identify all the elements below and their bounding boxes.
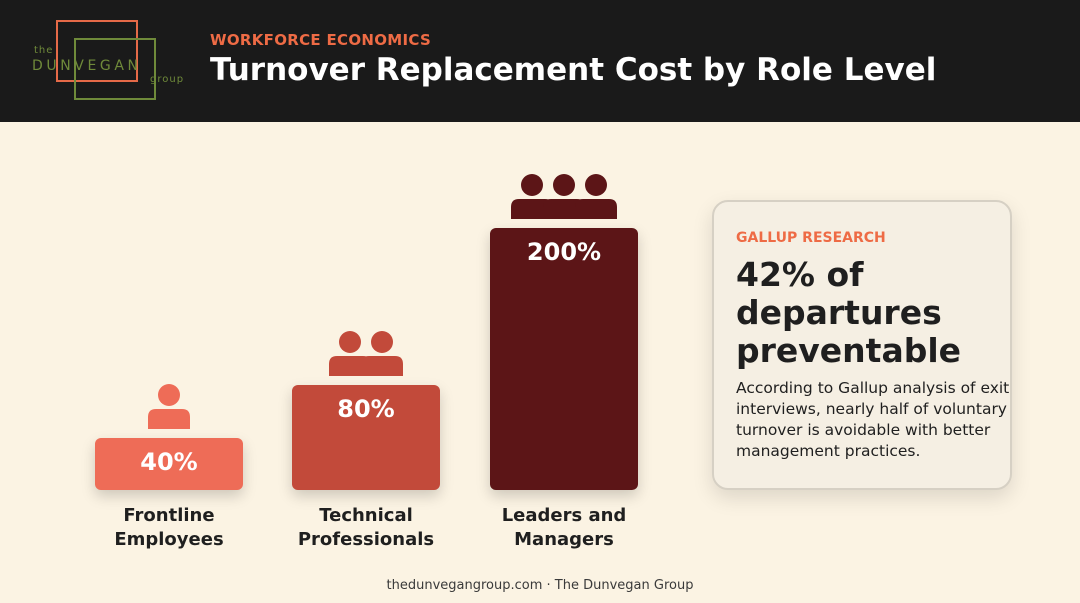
category-label-line: Leaders and: [501, 505, 627, 526]
category-label-line: Employees: [114, 529, 224, 550]
logo-name-text: DUNVEGAN: [32, 58, 142, 74]
category-label-line: Professionals: [297, 529, 435, 550]
people-icon-3: [511, 174, 617, 219]
category-label-3: Leaders and Managers: [474, 504, 654, 552]
logo-orange-square: [56, 20, 138, 82]
category-label-line: Technical: [319, 505, 413, 526]
card-stat: 42% of departures preventable: [736, 255, 962, 370]
logo-the-text: the: [34, 45, 54, 56]
bar-value-label-3: 200%: [526, 238, 602, 266]
gallup-research-card: GALLUP RESEARCH 42% of departures preven…: [712, 200, 1012, 490]
footer-text: thedunvegangroup.com · The Dunvegan Grou…: [386, 578, 694, 593]
bar-value-label-2: 80%: [337, 395, 395, 423]
category-label-1: Frontline Employees: [79, 504, 259, 552]
category-label-2: Technical Professionals: [276, 504, 456, 552]
bar-chart: 40% Frontline Employees 80% Technical Profess…: [0, 122, 700, 562]
logo-group-text: group: [150, 74, 185, 85]
header-bar: the DUNVEGAN group WORKFORCE ECONOMICS T…: [0, 0, 1080, 122]
bar-3: [490, 228, 638, 490]
page-title: Turnover Replacement Cost by Role Level: [210, 52, 937, 88]
bar-2: [292, 385, 440, 490]
dunvegan-logo: the DUNVEGAN group: [32, 20, 192, 104]
logo-green-square: [74, 38, 156, 100]
people-icon-1: [148, 384, 190, 429]
category-label-line: Frontline: [123, 505, 215, 526]
bar-value-label-1: 40%: [140, 448, 198, 476]
card-body: According to Gallup analysis of exit int…: [736, 379, 1010, 460]
card-kicker: GALLUP RESEARCH: [736, 230, 886, 246]
people-icon-2: [329, 331, 403, 376]
header-kicker: WORKFORCE ECONOMICS: [210, 31, 432, 49]
bar-1: [95, 438, 243, 490]
category-label-line: Managers: [514, 529, 614, 550]
